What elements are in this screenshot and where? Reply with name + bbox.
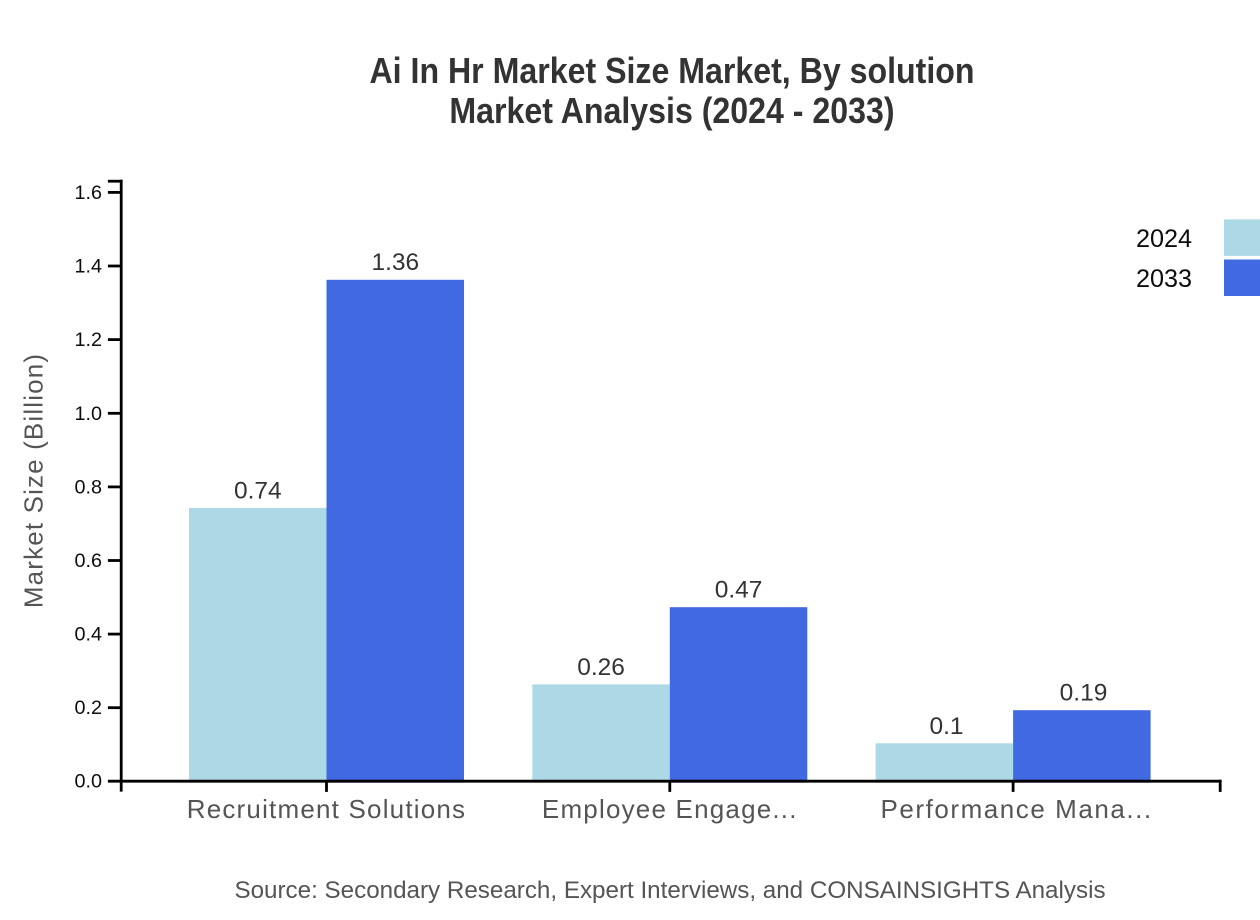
svg-text:0.74: 0.74: [234, 477, 282, 504]
svg-text:0.47: 0.47: [715, 577, 763, 604]
svg-text:Performance Mana...: Performance Mana...: [880, 794, 1152, 824]
svg-text:Market Analysis (2024 - 2033): Market Analysis (2024 - 2033): [449, 91, 894, 131]
svg-text:0.26: 0.26: [577, 654, 625, 681]
svg-text:Recruitment Solutions: Recruitment Solutions: [187, 794, 467, 824]
svg-text:1.2: 1.2: [75, 329, 103, 351]
svg-text:0.1: 0.1: [929, 713, 963, 740]
svg-text:1.6: 1.6: [75, 182, 103, 204]
svg-text:Market Size (Billion): Market Size (Billion): [18, 353, 48, 608]
svg-text:2033: 2033: [1136, 265, 1192, 293]
svg-text:0.6: 0.6: [75, 550, 103, 572]
svg-text:Source: Secondary Research, Ex: Source: Secondary Research, Expert Inter…: [234, 877, 1105, 904]
svg-text:1.36: 1.36: [371, 249, 419, 276]
svg-text:1.4: 1.4: [75, 256, 103, 278]
svg-text:0.8: 0.8: [75, 476, 103, 498]
svg-text:0.2: 0.2: [75, 697, 103, 719]
svg-text:0.0: 0.0: [75, 771, 103, 793]
svg-text:1.0: 1.0: [75, 403, 103, 425]
svg-text:0.4: 0.4: [75, 624, 103, 646]
svg-text:2024: 2024: [1136, 225, 1192, 253]
svg-text:Ai In Hr Market Size Market, B: Ai In Hr Market Size Market, By solution: [369, 51, 974, 91]
svg-text:Employee Engage...: Employee Engage...: [542, 794, 798, 824]
svg-text:0.19: 0.19: [1060, 680, 1108, 707]
